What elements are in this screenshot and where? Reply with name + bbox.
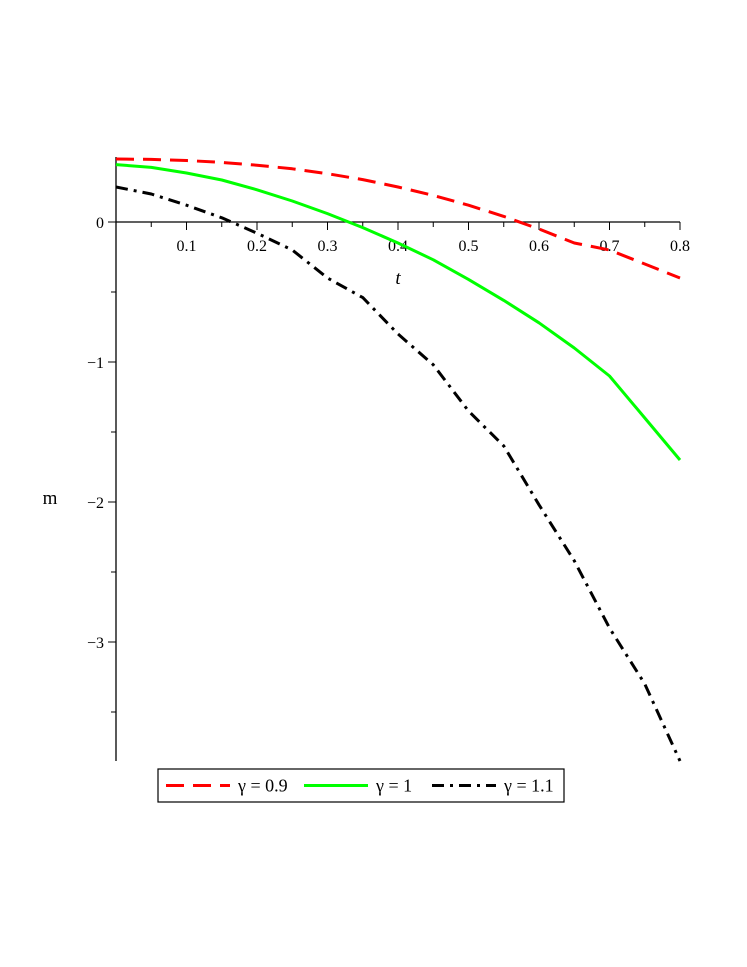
- y-axis-title: m: [43, 488, 58, 509]
- legend-label-2: γ = 1: [375, 776, 412, 796]
- series-layer: [115, 157, 682, 762]
- x-tick-label: 0.1: [177, 238, 197, 255]
- axes: 0.1 0.2 0.3 0.4 0.5 0.6 0.7 0.80−1−2−3tm: [43, 157, 690, 761]
- x-tick-label: 0.8: [670, 238, 690, 255]
- y-tick-label: −2: [87, 495, 104, 512]
- series-line-2: [115, 163, 682, 461]
- x-tick-label: 0.2: [247, 238, 267, 255]
- legend-label-1: γ = 0.9: [237, 776, 288, 796]
- x-axis-title: t: [395, 268, 401, 289]
- y-tick-label: −3: [87, 635, 104, 652]
- legend: γ = 0.9 γ = 1 γ = 1.1: [157, 768, 565, 803]
- x-tick-label: 0.6: [529, 238, 549, 255]
- legend-label-3: γ = 1.1: [503, 776, 554, 796]
- x-tick-label: 0.7: [600, 238, 620, 255]
- series-line-1: [115, 157, 681, 280]
- x-tick-label: 0.3: [318, 238, 338, 255]
- x-tick-label: 0.5: [459, 238, 479, 255]
- y-tick-label: 0: [96, 215, 104, 232]
- y-tick-label: −1: [87, 355, 104, 372]
